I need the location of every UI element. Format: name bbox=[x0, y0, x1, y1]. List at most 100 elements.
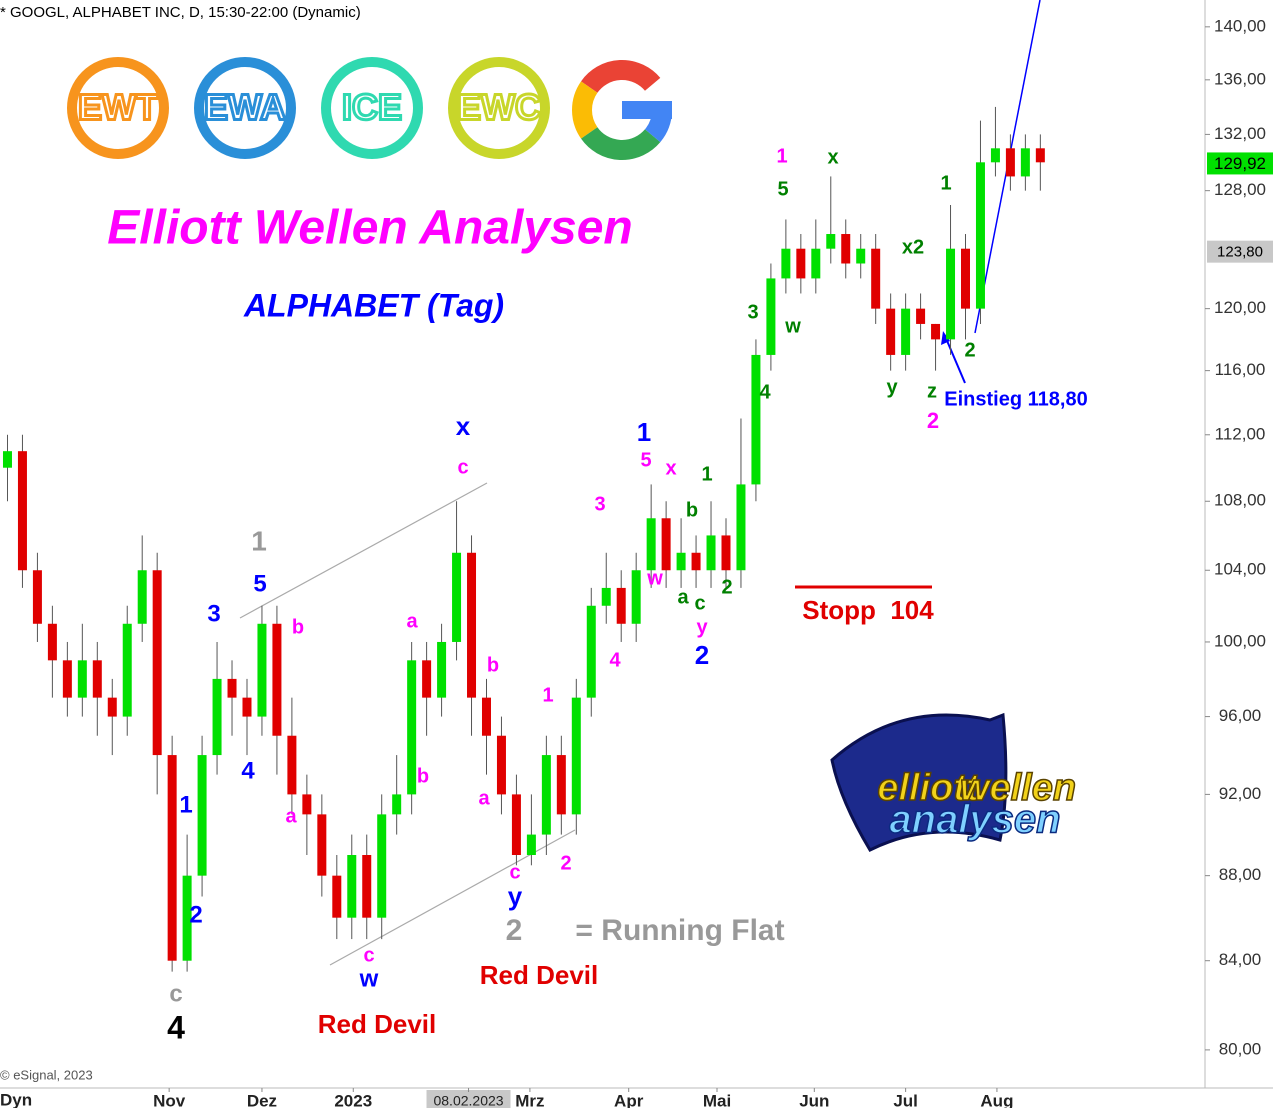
logo-text: ICE bbox=[342, 87, 402, 128]
y-tick-label: 88,00 bbox=[1219, 865, 1262, 884]
google-arc bbox=[581, 126, 661, 160]
candle-body bbox=[1020, 148, 1030, 177]
google-arc bbox=[581, 60, 661, 94]
candle-body bbox=[227, 678, 237, 698]
price-label: 129,92 bbox=[1214, 154, 1266, 173]
candle-body bbox=[706, 535, 716, 571]
brand-logo: elliott wellen analysen bbox=[830, 712, 1077, 852]
candle-body bbox=[990, 148, 1000, 163]
candle-body bbox=[392, 794, 402, 815]
price-marker bbox=[1207, 240, 1273, 263]
wave-label: b bbox=[487, 654, 499, 676]
candle-body bbox=[631, 570, 641, 624]
candle-body bbox=[467, 552, 477, 698]
wave-label: 4 bbox=[241, 757, 255, 784]
chart-title: Elliott Wellen Analysen bbox=[107, 202, 632, 255]
candle-body bbox=[377, 814, 387, 918]
candle-body bbox=[62, 660, 72, 698]
y-tick-label: 100,00 bbox=[1214, 631, 1266, 650]
wave-label: 1 bbox=[251, 525, 267, 556]
wave-label: 1 bbox=[940, 172, 951, 194]
wave-label: 2 bbox=[927, 408, 939, 433]
wave-label: a bbox=[478, 787, 490, 809]
wave-label: a bbox=[406, 610, 418, 632]
x-tick-label: Jun bbox=[799, 1091, 829, 1108]
candle-body bbox=[616, 587, 626, 624]
x-tick-highlight bbox=[426, 1090, 511, 1108]
candle-body bbox=[481, 697, 491, 736]
google-arc bbox=[572, 81, 598, 139]
candle-body bbox=[691, 552, 701, 571]
candle-body bbox=[287, 735, 297, 795]
logo-text: EWA bbox=[204, 87, 286, 128]
logo-ring bbox=[321, 57, 423, 159]
wave-label: a bbox=[285, 805, 297, 827]
wave-label: 4 bbox=[167, 1009, 185, 1045]
candle-body bbox=[332, 875, 342, 918]
wave-label: 2 bbox=[189, 901, 202, 928]
y-tick-label: 108,00 bbox=[1214, 491, 1266, 510]
candle-body bbox=[122, 623, 132, 717]
wave-label: w bbox=[646, 567, 663, 589]
wave-label: 5 bbox=[640, 449, 651, 471]
y-tick-label: 104,00 bbox=[1214, 560, 1266, 579]
wave-label: c bbox=[169, 980, 182, 1007]
wave-label: w bbox=[784, 315, 801, 337]
y-tick-label: 92,00 bbox=[1219, 784, 1262, 803]
wave-label: 2 bbox=[721, 576, 732, 598]
candle-body bbox=[931, 323, 941, 340]
brand-text: elliott bbox=[877, 767, 980, 809]
candle-body bbox=[571, 697, 581, 815]
wave-label: 3 bbox=[207, 600, 220, 627]
wave-label: 3 bbox=[747, 301, 758, 323]
brand-text: wellen bbox=[960, 767, 1076, 809]
y-tick-label: 116,00 bbox=[1215, 360, 1266, 379]
wave-label: x bbox=[456, 411, 471, 441]
wave-label: x2 bbox=[902, 236, 924, 258]
wave-label: Einstieg 118,80 bbox=[944, 388, 1087, 410]
candle-body bbox=[422, 660, 432, 698]
y-tick-label: 112,00 bbox=[1215, 424, 1266, 443]
x-tick-label: Mrz bbox=[515, 1091, 544, 1108]
price-marker bbox=[1207, 152, 1273, 175]
wave-label: Red Devil bbox=[480, 960, 599, 990]
logo-ring bbox=[448, 57, 550, 159]
candle-body bbox=[1005, 148, 1015, 177]
candle-body bbox=[556, 755, 566, 815]
wave-label: 2 bbox=[506, 914, 523, 947]
wave-label: 2 bbox=[964, 339, 975, 361]
candle-body bbox=[766, 278, 776, 355]
candle-body bbox=[901, 308, 911, 355]
wave-label: x bbox=[665, 457, 676, 479]
wave-label: b bbox=[292, 616, 304, 638]
wave-label: c bbox=[694, 592, 705, 614]
candle-body bbox=[92, 660, 102, 698]
logo-text: EWC bbox=[457, 87, 541, 128]
candle-body bbox=[541, 755, 551, 835]
candle-body bbox=[781, 248, 791, 279]
y-tick-label: 96,00 bbox=[1219, 706, 1262, 725]
wave-label: 4 bbox=[609, 649, 621, 671]
candle-body bbox=[751, 354, 761, 485]
chart-header: * GOOGL, ALPHABET INC, D, 15:30-22:00 (D… bbox=[0, 4, 361, 21]
candle-body bbox=[586, 605, 596, 698]
logo-ring bbox=[194, 57, 296, 159]
candle-body bbox=[511, 794, 521, 856]
wave-label: w bbox=[359, 965, 379, 992]
wave-label: c bbox=[363, 944, 374, 966]
candle-body bbox=[721, 535, 731, 571]
wave-label: y bbox=[886, 376, 898, 398]
candle-body bbox=[601, 587, 611, 606]
candle-body bbox=[317, 814, 327, 876]
candle-body bbox=[257, 623, 267, 717]
wave-label: = Running Flat bbox=[575, 914, 784, 947]
x-tick-label: 08.02.2023 bbox=[433, 1093, 503, 1108]
candle-body bbox=[526, 834, 536, 856]
wave-label: c bbox=[457, 456, 468, 478]
candle-body bbox=[47, 623, 57, 661]
logo-ring bbox=[67, 57, 169, 159]
channel-line bbox=[239, 482, 488, 619]
wave-label: Red Devil bbox=[318, 1009, 437, 1039]
candle-body bbox=[17, 451, 27, 571]
wave-label: a bbox=[677, 586, 689, 608]
